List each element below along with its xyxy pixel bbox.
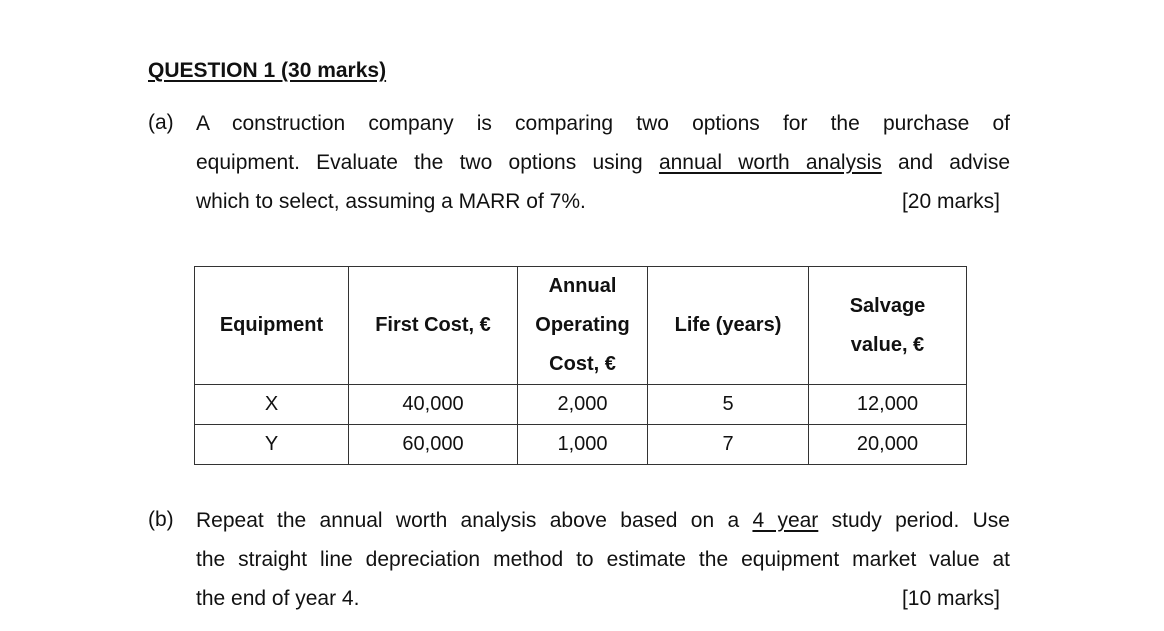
part-a: (a) A construction company is comparing … bbox=[148, 111, 1010, 231]
question-title: QUESTION 1 (30 marks) bbox=[148, 59, 387, 82]
part-a-label: (a) bbox=[148, 111, 174, 134]
header-annual-operating-cost: Annual Operating Cost, € bbox=[517, 266, 648, 385]
part-a-marks: [20 marks] bbox=[901, 190, 1000, 213]
header-life: Life (years) bbox=[647, 266, 809, 385]
part-a-line-2-tail: and advise bbox=[881, 151, 1010, 174]
header-first-cost: First Cost, € bbox=[348, 266, 518, 385]
cell-life: 5 bbox=[647, 384, 809, 425]
part-b-line-1-text: Repeat the annual worth analysis above b… bbox=[196, 509, 753, 532]
header-annual-line-2: Operating bbox=[535, 314, 630, 336]
part-b-line-1-tail: study period. Use bbox=[818, 509, 1010, 532]
cell-equipment: Y bbox=[194, 424, 349, 465]
cell-operating-cost: 1,000 bbox=[517, 424, 648, 465]
cell-first-cost: 40,000 bbox=[348, 384, 518, 425]
header-annual-line-1: Annual bbox=[548, 275, 617, 297]
part-b: (b) Repeat the annual worth analysis abo… bbox=[148, 508, 1010, 628]
header-salvage-line-2: value, € bbox=[850, 333, 925, 356]
part-b-line-1: Repeat the annual worth analysis above b… bbox=[196, 508, 1010, 547]
part-a-line-3: which to select, assuming a MARR of 7%. … bbox=[196, 189, 1010, 228]
part-a-line-3-text: which to select, assuming a MARR of 7%. bbox=[196, 190, 586, 213]
part-a-line-1: A construction company is comparing two … bbox=[196, 112, 1010, 135]
four-year-underlined: 4 year bbox=[752, 509, 819, 532]
table-header-row: Equipment First Cost, € Annual Operating… bbox=[194, 266, 967, 385]
cell-first-cost: 60,000 bbox=[348, 424, 518, 465]
part-b-line-3-text: the end of year 4. bbox=[196, 587, 360, 610]
cell-salvage: 12,000 bbox=[808, 384, 967, 425]
header-salvage-value: Salvage value, € bbox=[808, 266, 967, 385]
cell-equipment: X bbox=[194, 384, 349, 425]
part-b-label: (b) bbox=[148, 508, 174, 531]
equipment-table: Equipment First Cost, € Annual Operating… bbox=[194, 266, 967, 465]
header-annual-line-3: Cost, € bbox=[549, 353, 616, 375]
cell-operating-cost: 2,000 bbox=[517, 384, 648, 425]
part-a-line-2: equipment. Evaluate the two options usin… bbox=[196, 150, 1010, 189]
part-b-marks: [10 marks] bbox=[901, 587, 1000, 610]
table-row: Y 60,000 1,000 7 20,000 bbox=[194, 424, 967, 465]
part-b-line-2: the straight line depreciation method to… bbox=[196, 548, 1010, 571]
annual-worth-analysis-underlined: annual worth analysis bbox=[658, 151, 882, 174]
cell-salvage: 20,000 bbox=[808, 424, 967, 465]
part-a-line-2-text: equipment. Evaluate the two options usin… bbox=[196, 151, 659, 174]
cell-life: 7 bbox=[647, 424, 809, 465]
header-salvage-line-1: Salvage bbox=[849, 294, 926, 317]
part-b-line-3: the end of year 4. [10 marks] bbox=[196, 586, 1010, 625]
table-row: X 40,000 2,000 5 12,000 bbox=[194, 384, 967, 425]
header-equipment: Equipment bbox=[194, 266, 349, 385]
